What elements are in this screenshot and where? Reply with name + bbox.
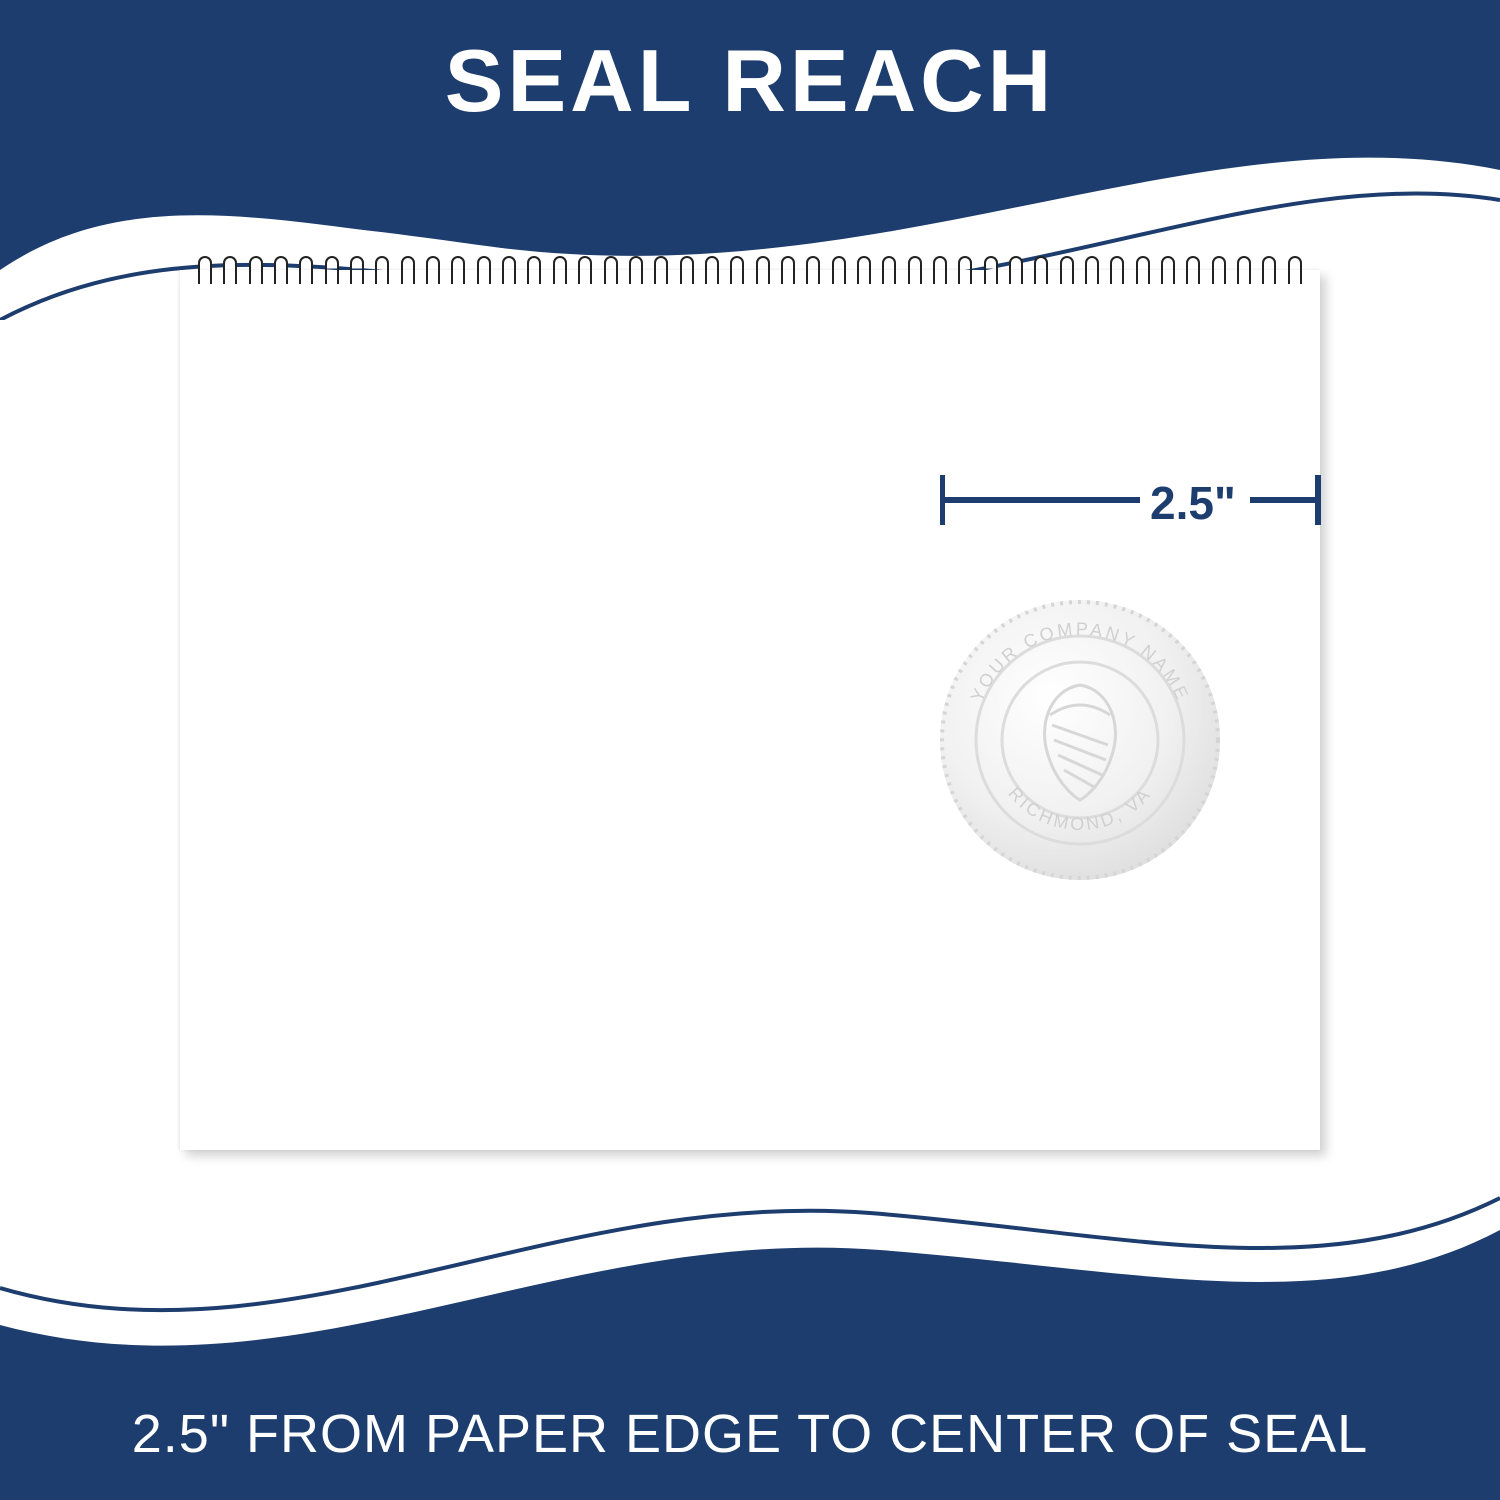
footer-subtitle: 2.5" FROM PAPER EDGE TO CENTER OF SEAL (0, 1403, 1500, 1465)
dimension-indicator: 2.5" (940, 470, 1320, 530)
notepad: 2.5" (180, 270, 1320, 1150)
top-banner: SEAL REACH (0, 0, 1500, 280)
spiral-binding (198, 256, 1302, 286)
dimension-label: 2.5" (1150, 476, 1236, 530)
embossed-seal: YOUR COMPANY NAME RICHMOND, VA (930, 590, 1230, 890)
header-title: SEAL REACH (0, 30, 1500, 132)
bottom-banner: 2.5" FROM PAPER EDGE TO CENTER OF SEAL (0, 1220, 1500, 1500)
